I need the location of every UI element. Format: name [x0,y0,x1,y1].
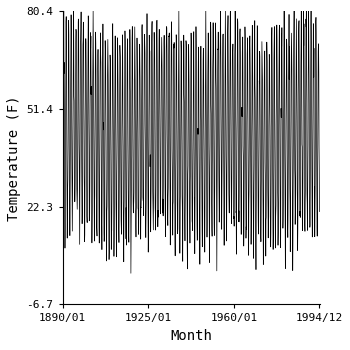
X-axis label: Month: Month [170,329,212,343]
Y-axis label: Temperature (F): Temperature (F) [7,95,21,220]
